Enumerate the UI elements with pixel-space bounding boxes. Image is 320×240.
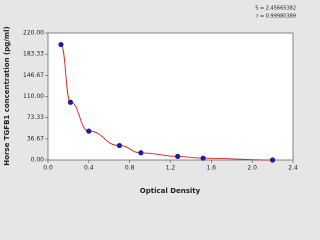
y-tick-label: 220.00	[23, 30, 44, 37]
x-tick-label: 2.0	[247, 165, 257, 172]
y-tick-label: 36.67	[27, 135, 44, 142]
x-tick-label: 2.4	[288, 165, 298, 172]
data-point	[86, 128, 92, 134]
x-tick-label: 0.0	[43, 165, 53, 172]
y-axis-label: Horse TGFB1 concentration (pg/ml)	[3, 26, 11, 165]
y-tick-label: 0.00	[31, 157, 45, 164]
chart: Optical Density Horse TGFB1 concentratio…	[3, 6, 298, 196]
y-tick-label: 110.00	[23, 93, 44, 100]
annotation: r = 0.99980389	[256, 14, 296, 20]
data-point	[200, 155, 206, 161]
data-point	[58, 41, 64, 48]
plot-area	[47, 32, 294, 161]
x-axis-label: Optical Density	[140, 187, 201, 195]
annotation: S = 2.45665382	[255, 6, 296, 12]
y-tick-label: 183.33	[23, 51, 44, 58]
page: Optical Density Horse TGFB1 concentratio…	[3, 5, 298, 196]
data-point	[116, 142, 123, 149]
x-tick-label: 0.8	[125, 165, 135, 172]
data-point	[269, 157, 276, 163]
y-tick-label: 73.33	[27, 114, 44, 121]
data-point	[67, 99, 74, 105]
data-point	[138, 150, 144, 156]
x-tick-label: 1.2	[166, 165, 176, 172]
x-tick-label: 0.4	[84, 165, 94, 172]
y-tick-label: 146.67	[23, 72, 44, 79]
data-point	[175, 153, 181, 159]
x-tick-label: 1.6	[207, 165, 217, 172]
